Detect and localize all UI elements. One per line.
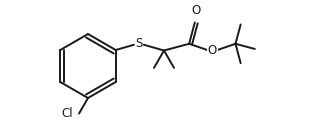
Text: O: O bbox=[191, 4, 200, 17]
Text: O: O bbox=[208, 43, 217, 56]
Text: S: S bbox=[135, 37, 143, 50]
Text: Cl: Cl bbox=[61, 107, 73, 120]
